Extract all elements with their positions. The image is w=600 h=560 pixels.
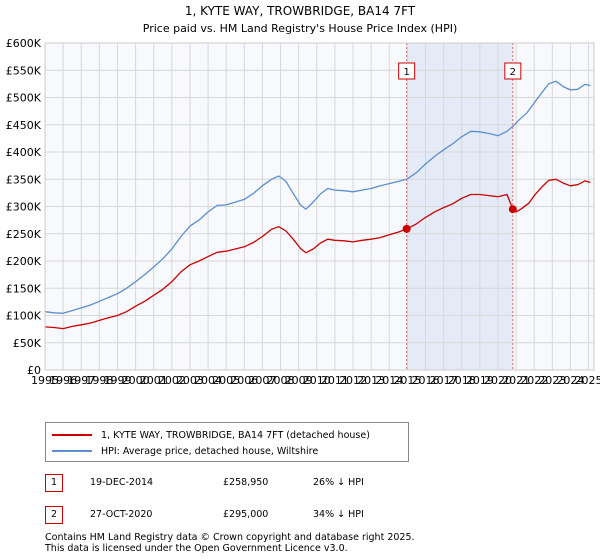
x-tick-label: 1995 [31,374,59,387]
footer: Contains HM Land Registry data © Crown c… [45,532,415,554]
x-tick-label: 2022 [520,374,548,387]
transaction-date: 27-OCT-2020 [90,509,153,520]
x-tick-label: 2007 [248,374,276,387]
legend-hpi-label: HPI: Average price, detached house, Wilt… [101,445,319,457]
y-tick-label: £50K [13,337,42,350]
legend-property-line [52,434,92,436]
x-tick-label: 2006 [230,374,258,387]
x-tick-label: 2009 [285,374,313,387]
price-chart: 1, KYTE WAY, TROWBRIDGE, BA14 7FT Price p… [6,4,600,387]
x-tick-label: 2013 [357,374,385,387]
y-tick-label: £350K [6,173,42,186]
plot-frame [44,42,595,371]
x-tick-label: 2011 [321,374,349,387]
marker-1-badge-box [398,62,416,80]
x-tick-label: 2016 [411,374,439,387]
transaction-hpi-diff: 34% ↓ HPI [313,509,364,520]
x-tick-label: 2025 [575,374,600,387]
y-tick-label: £600K [6,37,42,50]
transaction-price: £295,000 [223,509,269,520]
x-tick-label: 2023 [538,374,566,387]
y-tick-label: £300K [6,201,42,214]
x-tick-label: 2021 [502,374,530,387]
x-tick-label: 2017 [430,374,458,387]
marker-1-point [402,224,411,233]
marker-2-badge: 2 [504,62,522,80]
legend-item-property: 1, KYTE WAY, TROWBRIDGE, BA14 7FT (detac… [52,428,370,442]
transaction-badge: 2 [45,506,63,524]
marker-2-badge-label: 2 [510,67,516,78]
x-tick-label: 2005 [212,374,240,387]
y-tick-label: £100K [6,310,42,323]
transaction-badge: 1 [45,474,63,492]
chart-title: 1, KYTE WAY, TROWBRIDGE, BA14 7FT [185,4,416,18]
x-tick-label: 2001 [140,374,168,387]
x-tick-label: 2015 [393,374,421,387]
y-tick-label: £400K [6,146,42,159]
x-tick-label: 2004 [194,374,222,387]
y-tick-label: £150K [6,282,42,295]
legend-property-label: 1, KYTE WAY, TROWBRIDGE, BA14 7FT (detac… [101,429,370,441]
x-tick-label: 2003 [176,374,204,387]
y-tick-label: £0 [27,364,41,377]
footer-licence: This data is licensed under the Open Gov… [45,543,348,554]
y-tick-label: £200K [6,255,42,268]
x-tick-label: 1998 [85,374,113,387]
transaction-price: £258,950 [223,477,269,488]
x-tick-label: 2008 [267,374,295,387]
legend: 1, KYTE WAY, TROWBRIDGE, BA14 7FT (detac… [45,422,409,462]
marker-1-badge: 1 [398,62,416,80]
series-property-line [44,178,591,330]
x-tick-label: 2012 [339,374,367,387]
marker-2-badge-box [504,62,522,80]
y-tick-label: £250K [6,228,42,241]
x-tick-label: 1996 [49,374,77,387]
x-tick-label: 2024 [556,374,584,387]
x-tick-label: 2019 [466,374,494,387]
marker-1-badge-label: 1 [403,67,409,78]
chart-subtitle: Price paid vs. HM Land Registry's House … [143,22,458,35]
x-tick-label: 2018 [448,374,476,387]
y-tick-label: £450K [6,119,42,132]
marker-2-point [508,205,517,214]
x-tick-label: 2014 [375,374,403,387]
legend-hpi-line [52,450,92,452]
x-tick-label: 2010 [303,374,331,387]
transaction-date: 19-DEC-2014 [90,477,154,488]
series-hpi-line [44,80,591,314]
legend-item-hpi: HPI: Average price, detached house, Wilt… [52,444,318,458]
x-tick-label: 1999 [103,374,131,387]
x-tick-label: 2002 [158,374,186,387]
y-tick-label: £500K [6,92,42,105]
x-tick-label: 2000 [122,374,150,387]
y-tick-label: £550K [6,64,42,77]
x-tick-label: 2020 [484,374,512,387]
transaction-hpi-diff: 26% ↓ HPI [313,477,364,488]
footer-copyright: Contains HM Land Registry data © Crown c… [45,532,415,543]
x-tick-label: 1997 [67,374,95,387]
